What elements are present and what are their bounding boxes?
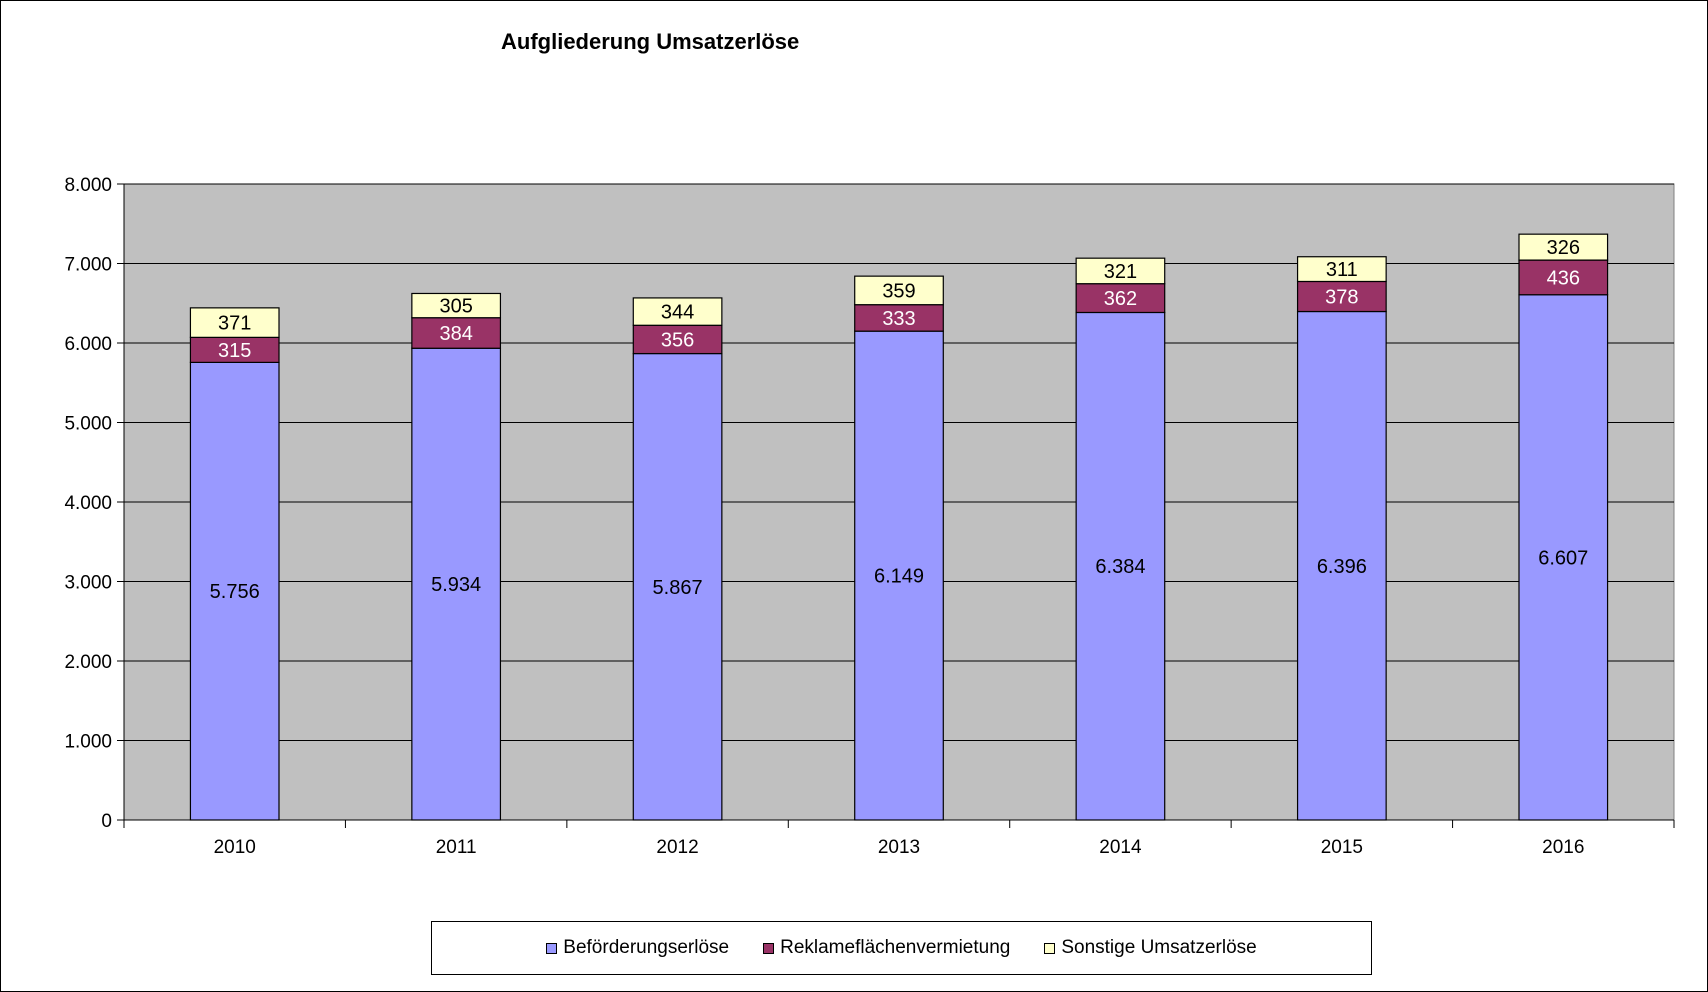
data-label: 326 bbox=[1547, 237, 1580, 259]
data-label: 311 bbox=[1326, 259, 1358, 281]
data-label: 384 bbox=[439, 323, 472, 345]
legend-label: Beförderungserlöse bbox=[563, 937, 730, 958]
x-tick-label: 2015 bbox=[1321, 837, 1363, 858]
x-tick-label: 2013 bbox=[878, 837, 920, 858]
data-label: 5.934 bbox=[431, 574, 481, 596]
legend-swatch bbox=[1044, 942, 1056, 954]
y-tick-label: 6.000 bbox=[64, 334, 112, 355]
bar-segment bbox=[189, 361, 280, 821]
data-label: 362 bbox=[1104, 288, 1137, 310]
y-tick-label: 1.000 bbox=[64, 732, 112, 753]
bar-segment bbox=[854, 330, 944, 821]
bar-segment bbox=[1075, 283, 1166, 314]
x-tick-label: 2012 bbox=[656, 837, 698, 858]
bar-segment bbox=[854, 275, 944, 306]
legend-item: Reklameflächenvermietung bbox=[763, 937, 1010, 959]
data-label: 6.384 bbox=[1095, 556, 1145, 578]
data-label: 6.149 bbox=[874, 566, 924, 588]
x-tick-label: 2014 bbox=[1099, 837, 1142, 858]
bar-segment bbox=[1296, 256, 1387, 283]
y-tick-label: 0 bbox=[101, 811, 112, 832]
legend-swatch bbox=[763, 942, 775, 954]
bar-segment bbox=[1296, 280, 1387, 313]
data-label: 436 bbox=[1547, 267, 1580, 289]
data-label: 6.607 bbox=[1538, 547, 1588, 569]
data-label: 321 bbox=[1104, 261, 1137, 283]
chart-legend: Beförderungserlöse Reklameflächenvermietu… bbox=[431, 921, 1372, 975]
bar-segment bbox=[1075, 311, 1166, 821]
y-tick-label: 7.000 bbox=[64, 255, 112, 276]
y-tick-label: 5.000 bbox=[64, 414, 112, 435]
bar-segment bbox=[1518, 233, 1609, 261]
bar-segment bbox=[411, 317, 502, 349]
bar-segment bbox=[1518, 294, 1609, 821]
legend-item: Beförderungserlöse bbox=[546, 937, 729, 959]
x-tick-label: 2010 bbox=[214, 837, 256, 858]
data-label: 5.867 bbox=[653, 577, 703, 599]
bar-segment bbox=[189, 336, 280, 363]
data-label: 333 bbox=[882, 308, 915, 330]
legend-swatch bbox=[546, 942, 558, 954]
data-label: 344 bbox=[661, 302, 694, 324]
y-tick-label: 3.000 bbox=[64, 573, 112, 594]
data-label: 315 bbox=[218, 340, 251, 362]
y-tick-label: 2.000 bbox=[64, 652, 112, 673]
bar-segment bbox=[1518, 259, 1609, 296]
bar-segment bbox=[411, 292, 502, 319]
x-tick-label: 2016 bbox=[1542, 837, 1584, 858]
bar-segment bbox=[189, 307, 280, 338]
bar-segment bbox=[632, 324, 723, 355]
bar-segment bbox=[1075, 257, 1166, 285]
bar-segment bbox=[632, 297, 723, 326]
data-label: 378 bbox=[1325, 286, 1358, 308]
bar-segment bbox=[632, 352, 723, 821]
legend-label: Sonstige Umsatzerlöse bbox=[1061, 937, 1257, 958]
data-label: 359 bbox=[882, 280, 915, 302]
data-label: 305 bbox=[439, 296, 472, 318]
y-tick-label: 8.000 bbox=[64, 175, 112, 196]
bar-segment bbox=[854, 304, 944, 332]
data-label: 356 bbox=[661, 329, 694, 351]
bar-segment bbox=[411, 347, 502, 821]
data-label: 5.756 bbox=[210, 581, 260, 603]
legend-item: Sonstige Umsatzerlöse bbox=[1044, 937, 1257, 959]
data-label: 371 bbox=[218, 313, 251, 335]
data-label: 6.396 bbox=[1317, 556, 1367, 578]
legend-label: Reklameflächenvermietung bbox=[780, 937, 1011, 958]
chart-title: Aufgliederung Umsatzerlöse bbox=[501, 29, 800, 54]
x-tick-label: 2011 bbox=[436, 837, 477, 858]
y-tick-label: 4.000 bbox=[64, 493, 112, 514]
